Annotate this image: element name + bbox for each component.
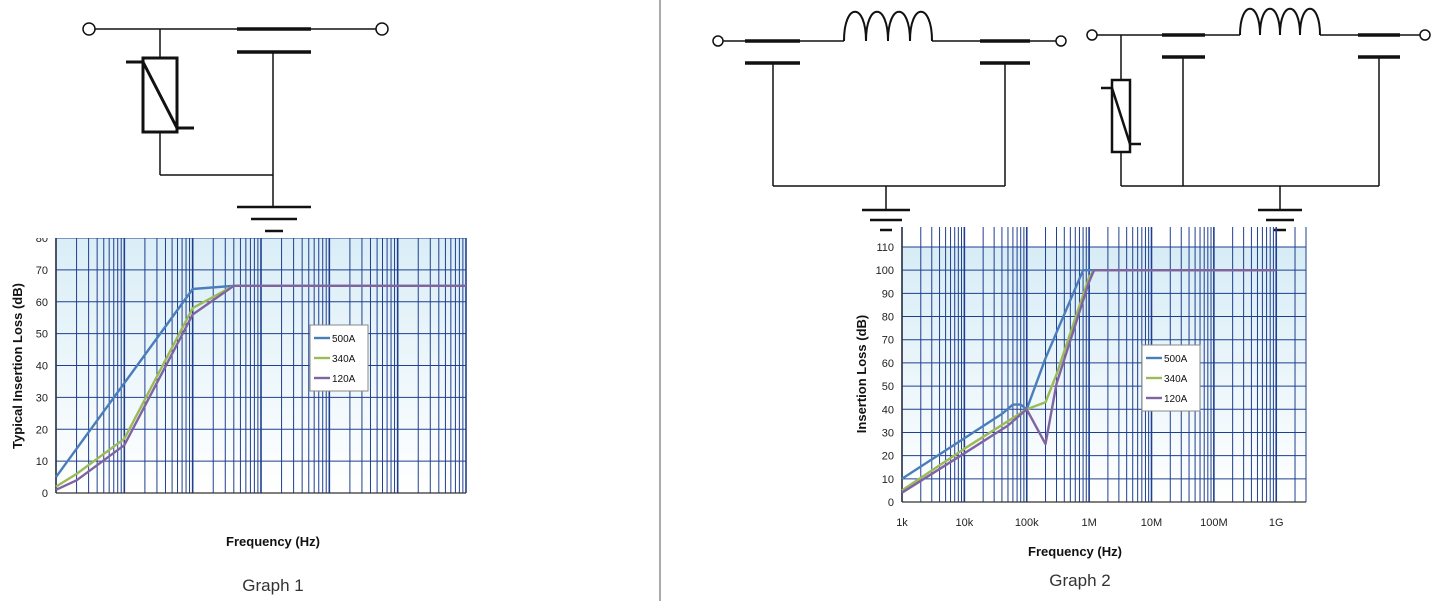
y-tick-label: 20 xyxy=(36,424,48,436)
y-tick-label: 10 xyxy=(36,456,48,468)
legend-label-500A: 500A xyxy=(332,334,356,345)
y-tick-label: 20 xyxy=(882,451,894,463)
chart-2-ylabel: Insertion Loss (dB) xyxy=(854,315,869,433)
x-tick-label: 100k xyxy=(1015,517,1039,529)
x-tick-label: 1k xyxy=(896,517,908,529)
y-tick-label: 110 xyxy=(876,242,894,254)
x-tick-label: 10k xyxy=(955,517,973,529)
chart-1-caption: Graph 1 xyxy=(242,576,303,595)
circuit-2-pi-filter xyxy=(712,10,1067,232)
y-tick-label: 70 xyxy=(882,335,894,347)
y-tick-label: 70 xyxy=(36,265,48,277)
y-tick-label: 50 xyxy=(882,381,894,393)
y-tick-label: 0 xyxy=(42,488,48,500)
circuit-2-pi-filter-varistor xyxy=(1086,7,1431,232)
chart-1-ylabel: Typical Insertion Loss (dB) xyxy=(10,283,25,449)
chart-1-xlabel: Frequency (Hz) xyxy=(226,534,320,549)
x-tick-label: 1G xyxy=(1269,517,1284,529)
y-tick-label: 40 xyxy=(882,404,894,416)
output-terminal xyxy=(375,22,389,36)
chart-1-clip: 0 10 20 30 40 50 60 70 80 xyxy=(36,233,467,500)
y-tick-label: 90 xyxy=(882,288,894,300)
inductor-symbol xyxy=(843,10,933,42)
y-tick-label: 80 xyxy=(882,312,894,324)
y-tick-label: 0 xyxy=(888,497,894,509)
y-tick-label: 30 xyxy=(36,392,48,404)
legend-label-340A: 340A xyxy=(332,354,356,365)
y-tick-label: 50 xyxy=(36,329,48,341)
series-line-120A xyxy=(55,284,466,491)
legend-label-340A: 340A xyxy=(1164,374,1188,385)
chart-1: 0 10 20 30 40 50 60 70 80 500A 340A 120A Typical I… xyxy=(10,233,467,595)
x-tick-label: 100M xyxy=(1200,517,1228,529)
legend-label-120A: 120A xyxy=(1164,394,1188,405)
y-tick-label: 100 xyxy=(876,265,894,277)
chart-2: 0 10 20 30 40 50 60 70 80 90 100 110 1k 10k 100k 1M 10M… xyxy=(854,227,1307,590)
circuit-1-diagram xyxy=(82,22,389,233)
x-tick-label: 1M xyxy=(1081,517,1096,529)
y-tick-label: 80 xyxy=(36,233,48,245)
chart-2-caption: Graph 2 xyxy=(1049,571,1110,590)
legend-label-500A: 500A xyxy=(1164,354,1188,365)
y-tick-label: 60 xyxy=(882,358,894,370)
legend-label-120A: 120A xyxy=(332,374,356,385)
y-tick-label: 10 xyxy=(882,474,894,486)
legend-box xyxy=(1141,344,1201,412)
x-tick-label: 10M xyxy=(1141,517,1162,529)
y-tick-label: 30 xyxy=(882,427,894,439)
chart-2-plot-area xyxy=(902,247,1306,502)
y-tick-label: 40 xyxy=(36,361,48,373)
chart-2-xlabel: Frequency (Hz) xyxy=(1028,544,1122,559)
y-tick-label: 60 xyxy=(36,297,48,309)
series-line-120A xyxy=(901,269,1277,494)
input-terminal xyxy=(82,22,96,36)
